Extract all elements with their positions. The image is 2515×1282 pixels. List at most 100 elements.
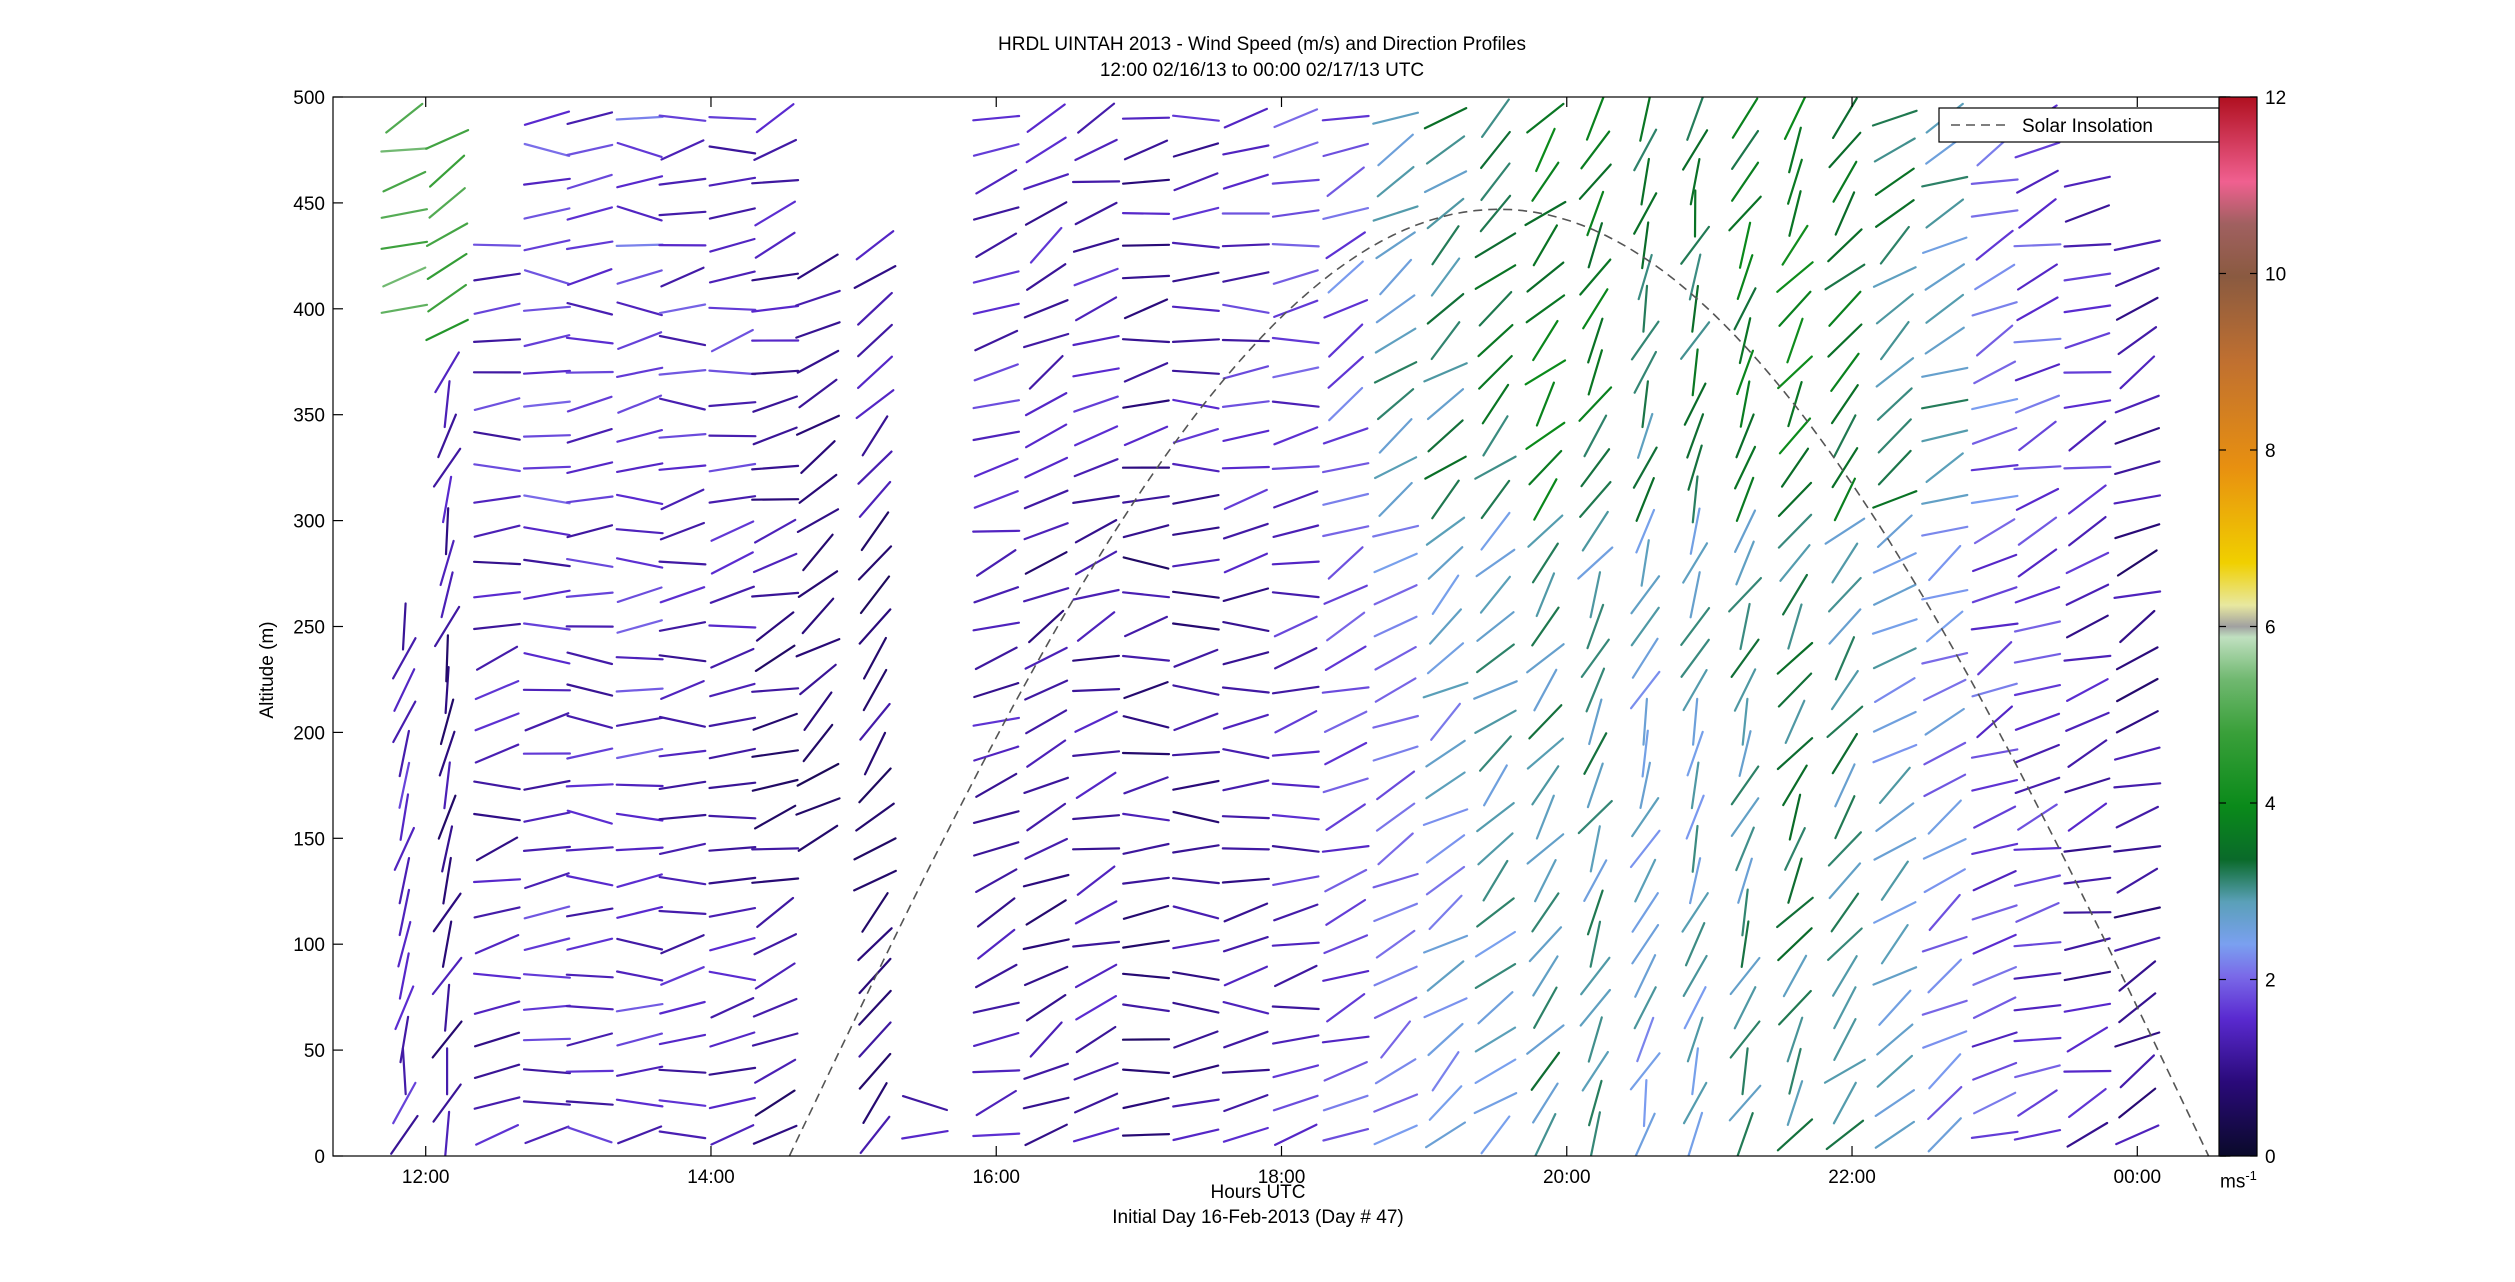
wind-vector xyxy=(616,141,663,158)
wind-vector xyxy=(1121,212,1171,215)
wind-vector xyxy=(615,716,664,727)
wind-vector xyxy=(565,973,614,979)
wind-vector xyxy=(2013,972,2062,980)
wind-vector xyxy=(1920,398,1969,410)
wind-vector xyxy=(393,668,416,712)
wind-vector xyxy=(1425,739,1466,768)
wind-vector xyxy=(1172,684,1220,696)
wind-vector xyxy=(1633,128,1658,172)
wind-vector xyxy=(1921,651,1969,665)
wind-vector xyxy=(797,253,839,280)
wind-vector xyxy=(1526,102,1565,134)
wind-vector xyxy=(1022,938,1070,951)
wind-vector xyxy=(1478,291,1513,327)
wind-vector xyxy=(1476,897,1515,928)
wind-vector xyxy=(1641,729,1649,778)
chart-subtitle: Initial Day 16-Feb-2013 (Day # 47) xyxy=(1112,1207,1404,1228)
wind-vector xyxy=(392,637,417,680)
wind-vector xyxy=(1924,263,1966,291)
wind-vector xyxy=(658,177,707,186)
wind-vector xyxy=(1222,587,1270,603)
wind-vector xyxy=(1580,638,1610,679)
wind-vector xyxy=(2063,911,2112,914)
wind-vector xyxy=(796,508,840,534)
wind-vector xyxy=(1427,546,1464,580)
wind-vector xyxy=(1587,1079,1603,1127)
wind-vector xyxy=(1476,611,1515,642)
wind-vector xyxy=(444,507,450,556)
wind-vector xyxy=(473,1000,521,1015)
wind-vector xyxy=(1685,794,1705,840)
wind-vector xyxy=(1582,288,1609,330)
wind-vector xyxy=(1526,1024,1565,1055)
y-axis-ticks: 0 50 100 150 200 250 300 350 400 450 500 xyxy=(293,88,2230,1168)
wind-vector xyxy=(1074,518,1118,544)
wind-vector xyxy=(975,772,1018,798)
wind-vector xyxy=(382,266,427,288)
wind-vector xyxy=(1373,965,1418,987)
wind-vector xyxy=(385,102,424,134)
wind-vector xyxy=(1927,958,1963,994)
wind-vector xyxy=(1074,900,1118,925)
wind-vector xyxy=(2013,874,2061,887)
wind-vector xyxy=(2017,516,2058,546)
wind-vector xyxy=(2017,1089,2058,1117)
wind-vector xyxy=(1689,507,1701,555)
wind-vector xyxy=(1073,1061,1119,1081)
wind-vector xyxy=(1528,926,1563,963)
wind-vector xyxy=(1533,668,1558,712)
wind-vector xyxy=(1876,1054,1914,1088)
wind-vector xyxy=(1173,648,1219,668)
wind-vector xyxy=(2014,363,2061,382)
wind-vector xyxy=(2017,548,2058,578)
wind-vector xyxy=(1975,229,2014,261)
wind-vector xyxy=(1733,287,1757,331)
wind-vector xyxy=(1373,361,1418,384)
wind-vector xyxy=(1028,355,1064,390)
wind-vector xyxy=(659,521,706,541)
wind-vector xyxy=(1735,540,1755,586)
wind-vector xyxy=(1424,455,1467,480)
wind-vector xyxy=(1583,414,1608,458)
wind-vector xyxy=(2115,296,2159,321)
wind-vector xyxy=(659,586,706,604)
wind-vector xyxy=(1827,576,1862,613)
wind-vector xyxy=(1425,834,1466,864)
wind-vector xyxy=(858,767,892,804)
colorbar-tick-label: 10 xyxy=(2265,265,2286,286)
wind-vector xyxy=(1324,868,1368,893)
wind-vector xyxy=(1223,552,1269,574)
wind-vector xyxy=(1831,542,1859,584)
wind-vector xyxy=(855,802,895,832)
wind-vector xyxy=(1688,857,1702,905)
wind-vector xyxy=(523,937,571,952)
wind-vector xyxy=(1642,284,1649,333)
wind-vector xyxy=(566,173,613,190)
wind-vector xyxy=(1423,362,1468,383)
wind-vector xyxy=(798,473,838,504)
wind-vector xyxy=(399,793,410,841)
wind-vector xyxy=(855,230,895,261)
wind-vector xyxy=(616,619,663,634)
wind-vector xyxy=(1577,546,1614,580)
wind-vector xyxy=(1825,1119,1865,1151)
wind-vector xyxy=(1321,462,1370,474)
wind-vector xyxy=(1971,682,2018,698)
wind-vector xyxy=(1072,750,1121,758)
wind-vector xyxy=(1172,844,1220,854)
wind-vector xyxy=(1322,525,1370,538)
wind-vector xyxy=(615,462,664,473)
wind-vector xyxy=(1073,267,1119,287)
wind-vector xyxy=(1222,713,1269,730)
wind-vector xyxy=(1879,225,1910,265)
wind-vector xyxy=(751,304,800,313)
wind-vector xyxy=(754,231,796,259)
wind-vector xyxy=(1970,494,2019,505)
wind-vector xyxy=(1528,704,1563,740)
wind-vector xyxy=(475,1123,520,1146)
wind-vector xyxy=(1578,386,1613,422)
wind-vector xyxy=(973,681,1020,699)
wind-vector xyxy=(1171,114,1220,122)
wind-vector xyxy=(392,700,417,744)
wind-vector xyxy=(1970,178,2019,185)
